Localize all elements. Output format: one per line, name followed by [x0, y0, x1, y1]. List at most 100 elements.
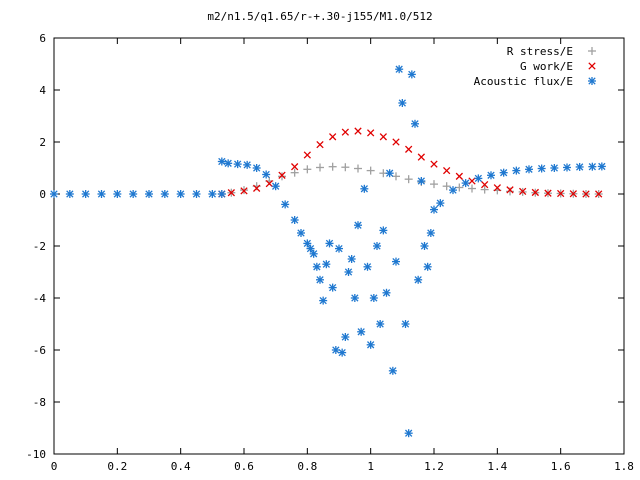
data-point [449, 186, 457, 195]
data-point [309, 249, 318, 258]
x-tick-label: 0.8 [297, 460, 317, 473]
data-point [217, 190, 226, 198]
data-point [360, 184, 369, 193]
plot-marks [50, 65, 606, 438]
data-point [363, 262, 372, 271]
data-point [398, 99, 407, 107]
data-point [338, 348, 347, 357]
data-point [455, 172, 463, 180]
x-tick-label: 0 [51, 460, 58, 473]
data-point [401, 320, 410, 328]
data-point [414, 275, 423, 284]
y-tick-label: -4 [33, 292, 47, 305]
y-tick-label: -6 [33, 344, 46, 357]
data-point [129, 190, 138, 198]
data-point [493, 184, 501, 192]
data-point [208, 190, 217, 198]
data-point [417, 153, 425, 161]
data-point [442, 182, 451, 191]
data-point [281, 200, 290, 209]
data-point [328, 283, 337, 292]
data-point [350, 294, 359, 302]
data-point [499, 168, 508, 177]
data-point [322, 260, 331, 269]
data-point [405, 145, 413, 153]
data-point [443, 166, 451, 175]
data-point [506, 186, 514, 194]
data-point [430, 180, 438, 189]
data-point [461, 179, 470, 188]
data-point [240, 187, 248, 195]
data-point [145, 190, 153, 198]
x-tick-label: 1.6 [551, 460, 571, 473]
data-point [395, 65, 404, 74]
data-point [265, 179, 273, 188]
data-point [531, 188, 539, 197]
data-point [569, 190, 577, 198]
data-point [233, 160, 242, 169]
data-point [303, 151, 311, 159]
data-point [575, 162, 584, 171]
data-point [291, 163, 299, 171]
x-tick-label: 0.6 [234, 460, 254, 473]
data-point [563, 163, 571, 172]
data-point [597, 162, 606, 171]
x-tick-label: 1.8 [614, 460, 634, 473]
data-point [385, 169, 394, 178]
x-tick-label: 1.2 [424, 460, 444, 473]
data-point [325, 239, 334, 248]
y-tick-label: -10 [26, 448, 46, 461]
data-point [341, 128, 349, 136]
data-point [392, 172, 400, 181]
data-point [455, 183, 464, 192]
data-point [557, 189, 565, 198]
legend-marker [588, 47, 596, 55]
data-point [379, 133, 387, 141]
data-point [354, 164, 362, 173]
data-point [224, 159, 233, 168]
data-point [436, 199, 445, 208]
y-tick-label: -2 [33, 240, 46, 253]
data-point [176, 190, 185, 198]
y-tick-label: 0 [39, 188, 46, 201]
data-point [297, 229, 305, 237]
legend-label: G work/E [520, 60, 573, 73]
data-point [329, 133, 337, 141]
data-point [290, 216, 299, 224]
data-point [519, 187, 527, 196]
data-point [354, 127, 362, 135]
data-point [588, 162, 597, 171]
data-point [480, 185, 489, 194]
data-point [544, 189, 552, 197]
data-point [595, 190, 603, 198]
data-point [426, 229, 435, 237]
data-point [411, 119, 419, 128]
data-point [392, 138, 400, 146]
data-point [97, 190, 106, 198]
data-point [373, 242, 381, 250]
data-point [331, 346, 340, 354]
data-point [481, 180, 489, 189]
data-point [335, 244, 343, 253]
data-point [217, 157, 226, 166]
data-point [423, 262, 432, 271]
data-point [316, 275, 324, 284]
data-point [347, 255, 356, 263]
data-point [430, 205, 438, 214]
data-point [312, 262, 321, 271]
data-point [278, 171, 286, 179]
data-point [537, 164, 546, 173]
data-point [253, 184, 261, 192]
data-point [407, 70, 416, 79]
data-point [192, 190, 201, 198]
data-point [388, 366, 397, 375]
data-point [319, 296, 328, 305]
data-point [344, 268, 353, 276]
data-point [113, 190, 122, 198]
data-point [367, 129, 375, 137]
legend-label: Acoustic flux/E [474, 75, 573, 88]
data-point [369, 294, 378, 302]
data-point [354, 221, 362, 230]
data-point [392, 257, 400, 266]
